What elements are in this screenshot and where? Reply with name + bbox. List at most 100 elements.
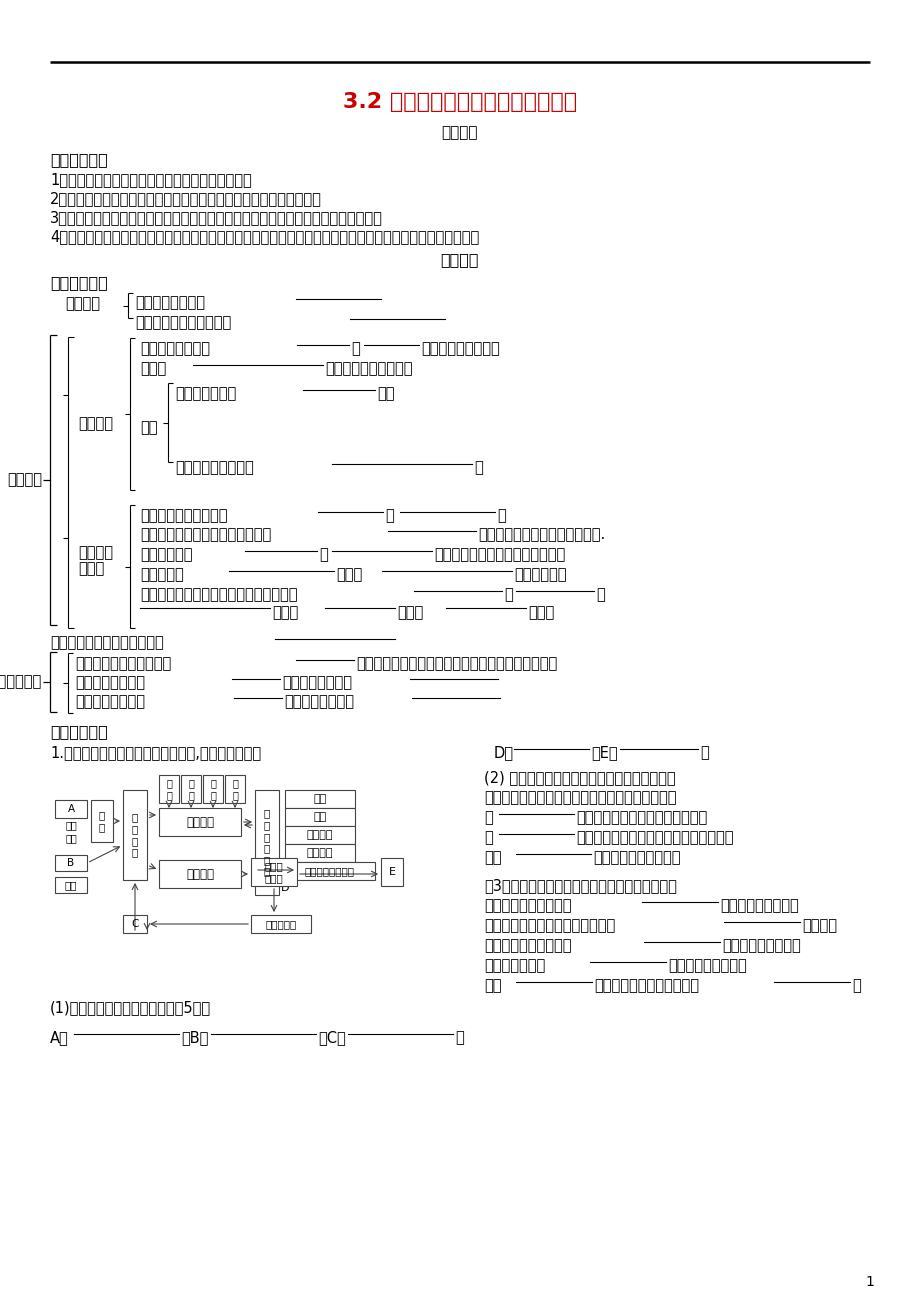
Text: 共三课时: 共三课时 bbox=[441, 125, 478, 141]
Text: 管理: 管理 bbox=[313, 794, 326, 805]
Text: 市场：决定农业生产的: 市场：决定农业生产的 bbox=[140, 508, 227, 523]
Text: A．: A． bbox=[50, 1030, 69, 1046]
Text: 自然因素: 自然因素 bbox=[78, 417, 113, 431]
Text: 使土地: 使土地 bbox=[272, 605, 298, 620]
Text: D．: D． bbox=[494, 745, 514, 760]
Text: 机
械: 机 械 bbox=[232, 779, 238, 799]
Text: ，: ， bbox=[455, 1030, 463, 1046]
Text: 水源: 水源 bbox=[64, 880, 77, 891]
Text: 1.读影响农业区位选择的主要因素图,回答下列问题。: 1.读影响农业区位选择的主要因素图,回答下列问题。 bbox=[50, 745, 261, 760]
Text: 是: 是 bbox=[483, 810, 493, 825]
Text: 影响农业的区位因素处于: 影响农业的区位因素处于 bbox=[75, 656, 171, 671]
Text: 原的粮食生产和南疆的棉花种植：: 原的粮食生产和南疆的棉花种植： bbox=[483, 918, 615, 934]
Text: 是: 是 bbox=[483, 829, 493, 845]
Text: 业。: 业。 bbox=[377, 385, 394, 401]
Text: 交通运输：现代交通工具的发展和: 交通运输：现代交通工具的发展和 bbox=[140, 527, 271, 542]
Text: 技术因素: 技术因素 bbox=[186, 815, 214, 828]
Bar bbox=[55, 799, 87, 818]
Text: 程度较高的农作物可以远离市场。: 程度较高的农作物可以远离市场。 bbox=[434, 547, 564, 562]
Text: 政策：调整: 政策：调整 bbox=[140, 566, 184, 582]
Text: ，以色列的无土蔬菜栽培：: ，以色列的无土蔬菜栽培： bbox=[594, 978, 698, 993]
Text: 资金: 资金 bbox=[313, 812, 326, 822]
Text: ，河西走廊、河套平: ，河西走廊、河套平 bbox=[720, 898, 798, 913]
Text: ，在很大程度上决定农产品价格的: ，在很大程度上决定农产品价格的 bbox=[575, 810, 707, 825]
Text: 区位选择实质：对农业土地的: 区位选择实质：对农业土地的 bbox=[50, 635, 164, 650]
Text: 植：: 植： bbox=[483, 978, 501, 993]
Text: ，E．: ，E． bbox=[590, 745, 617, 760]
Text: 的是: 的是 bbox=[483, 850, 501, 865]
Text: 【学习目标】: 【学习目标】 bbox=[50, 152, 108, 167]
Bar bbox=[181, 775, 200, 803]
Text: 气
候: 气 候 bbox=[98, 810, 105, 832]
Text: 农业与地理环境各要素的: 农业与地理环境各要素的 bbox=[135, 315, 231, 329]
Text: 自
然
因
素: 自 然 因 素 bbox=[131, 812, 138, 858]
Text: 劳动力数量、质量: 劳动力数量、质量 bbox=[305, 866, 355, 876]
Text: ，横断山: ，横断山 bbox=[801, 918, 836, 934]
Text: ，使市场和农产品生产在地域上出现分离: ，使市场和农产品生产在地域上出现分离 bbox=[575, 829, 732, 845]
Text: 冷
藏: 冷 藏 bbox=[166, 779, 172, 799]
Text: 蔬菜、花卉业：: 蔬菜、花卉业： bbox=[483, 958, 545, 973]
Text: 之中，莫个因素的变化会引起其他区位因素的变化。: 之中，莫个因素的变化会引起其他区位因素的变化。 bbox=[356, 656, 557, 671]
Text: 社会经济: 社会经济 bbox=[78, 546, 113, 560]
Text: D: D bbox=[280, 883, 289, 893]
Text: 社
会
经
济
因
素: 社 会 经 济 因 素 bbox=[264, 809, 270, 876]
Text: 农产品
加工厂: 农产品 加工厂 bbox=[265, 861, 283, 883]
Text: 农业生产技术：农业生产技术的改进，如: 农业生产技术：农业生产技术的改进，如 bbox=[140, 587, 297, 602]
Bar bbox=[55, 855, 87, 871]
Text: B: B bbox=[67, 858, 74, 868]
Text: 市场的必然性: 市场的必然性 bbox=[140, 547, 192, 562]
Text: ，对农业区位影响: ，对农业区位影响 bbox=[282, 674, 352, 690]
Text: 地形: 地形 bbox=[140, 421, 157, 435]
Text: 农业生产: 农业生产 bbox=[186, 867, 214, 880]
Bar bbox=[159, 861, 241, 888]
Text: 3.2 农业的区位因素与农业地域类型: 3.2 农业的区位因素与农业地域类型 bbox=[343, 92, 576, 112]
Text: 的重要手段。: 的重要手段。 bbox=[514, 566, 566, 582]
Text: 因素：: 因素： bbox=[78, 561, 104, 575]
Text: 第一课时: 第一课时 bbox=[440, 253, 479, 267]
Text: 3、结合生活实际和相关资料，能够说明某一地区农业区位因素的变化及其产生原因。: 3、结合生活实际和相关资料，能够说明某一地区农业区位因素的变化及其产生原因。 bbox=[50, 210, 382, 225]
Bar bbox=[159, 809, 241, 836]
Text: 政府政策: 政府政策 bbox=[306, 848, 333, 858]
Bar bbox=[123, 790, 147, 880]
Text: 【课前预习】: 【课前预习】 bbox=[50, 275, 108, 290]
Text: 区位含义: 区位含义 bbox=[65, 296, 100, 311]
Text: 2、根据相关文字资料和图片，能分析影响农业区位选择的主要因素。: 2、根据相关文字资料和图片，能分析影响农业区位选择的主要因素。 bbox=[50, 191, 322, 206]
Text: 。: 。 bbox=[319, 547, 327, 562]
Text: 三角洲的双季稻种植：: 三角洲的双季稻种植： bbox=[483, 898, 571, 913]
Text: 良
种: 良 种 bbox=[187, 779, 194, 799]
Text: 气候：影响农作物: 气候：影响农作物 bbox=[140, 341, 210, 355]
Text: 4、结合案例，分析影响某一地区农业生产的自然、社会经济条件，并结合事例说明如何进行农业区位的选择。: 4、结合案例，分析影响某一地区农业生产的自然、社会经济条件，并结合事例说明如何进… bbox=[50, 229, 479, 243]
Text: 社会经济因素变化: 社会经济因素变化 bbox=[75, 694, 145, 710]
Text: 。（用图中字母回答）: 。（用图中字母回答） bbox=[593, 850, 680, 865]
Bar bbox=[251, 915, 311, 934]
Text: 、促进: 、促进 bbox=[335, 566, 362, 582]
Text: 区、五台山的立体农业: 区、五台山的立体农业 bbox=[483, 937, 571, 953]
Text: 山地丘陵：适宜发展: 山地丘陵：适宜发展 bbox=[175, 460, 254, 475]
Text: ，B．: ，B． bbox=[181, 1030, 208, 1046]
Bar bbox=[285, 790, 355, 809]
Bar bbox=[159, 775, 179, 803]
Text: 。: 。 bbox=[699, 745, 708, 760]
Text: 的重要的自然因素。: 的重要的自然因素。 bbox=[421, 341, 499, 355]
Text: ，江南丘陵的茶树种: ，江南丘陵的茶树种 bbox=[667, 958, 746, 973]
Bar bbox=[225, 775, 244, 803]
Text: 和: 和 bbox=[384, 508, 393, 523]
Text: 降水: 降水 bbox=[65, 833, 77, 842]
Text: (1)填出图中字母代表的内容。（5分）: (1)填出图中字母代表的内容。（5分） bbox=[50, 1000, 210, 1016]
Text: 农业生产所选定的: 农业生产所选定的 bbox=[135, 296, 205, 310]
Bar bbox=[91, 799, 113, 842]
Text: 。: 。 bbox=[473, 460, 482, 475]
Text: 。: 。 bbox=[851, 978, 860, 993]
Text: ，对农业区位影响: ，对农业区位影响 bbox=[284, 694, 354, 710]
Bar bbox=[285, 844, 355, 862]
Text: 废渣、废水: 废渣、废水 bbox=[265, 919, 296, 930]
Bar bbox=[285, 809, 355, 825]
Bar bbox=[285, 862, 375, 880]
Text: ，C．: ，C． bbox=[318, 1030, 346, 1046]
Bar bbox=[255, 790, 278, 894]
Bar bbox=[285, 825, 355, 844]
Text: 、: 、 bbox=[596, 587, 604, 602]
Text: 程度对农业影响较大。: 程度对农业影响较大。 bbox=[324, 361, 412, 376]
Text: C: C bbox=[131, 919, 139, 930]
Text: E: E bbox=[388, 867, 395, 878]
